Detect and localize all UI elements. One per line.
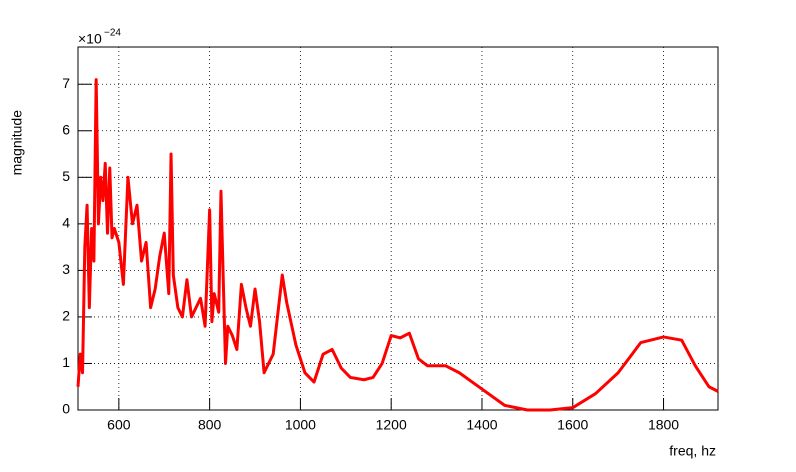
x-tick-label: 1600 <box>557 417 588 433</box>
y-tick-label: 3 <box>62 261 70 277</box>
data-line <box>76 78 719 412</box>
x-axis-label: freq, hz <box>669 443 716 459</box>
exponent-base: ×10 <box>78 31 102 47</box>
x-tick-label: 1200 <box>376 417 407 433</box>
y-tick-label: 0 <box>62 401 70 417</box>
y-tick-label: 5 <box>62 168 70 184</box>
y-axis-label: magnitude <box>9 110 25 176</box>
x-tick-label: 1800 <box>648 417 679 433</box>
y-tick-label: 4 <box>62 215 70 231</box>
exponent-power: −24 <box>104 28 121 39</box>
y-tick-label: 7 <box>62 75 70 91</box>
y-tick-label: 1 <box>62 354 70 370</box>
plot-frame <box>77 46 719 411</box>
x-tick-label: 1400 <box>466 417 497 433</box>
y-tick-label: 2 <box>62 308 70 324</box>
x-tick-label: 600 <box>107 417 131 433</box>
x-tick-label: 800 <box>198 417 222 433</box>
y-tick-label: 6 <box>62 121 70 137</box>
x-tick-label: 1000 <box>285 417 316 433</box>
